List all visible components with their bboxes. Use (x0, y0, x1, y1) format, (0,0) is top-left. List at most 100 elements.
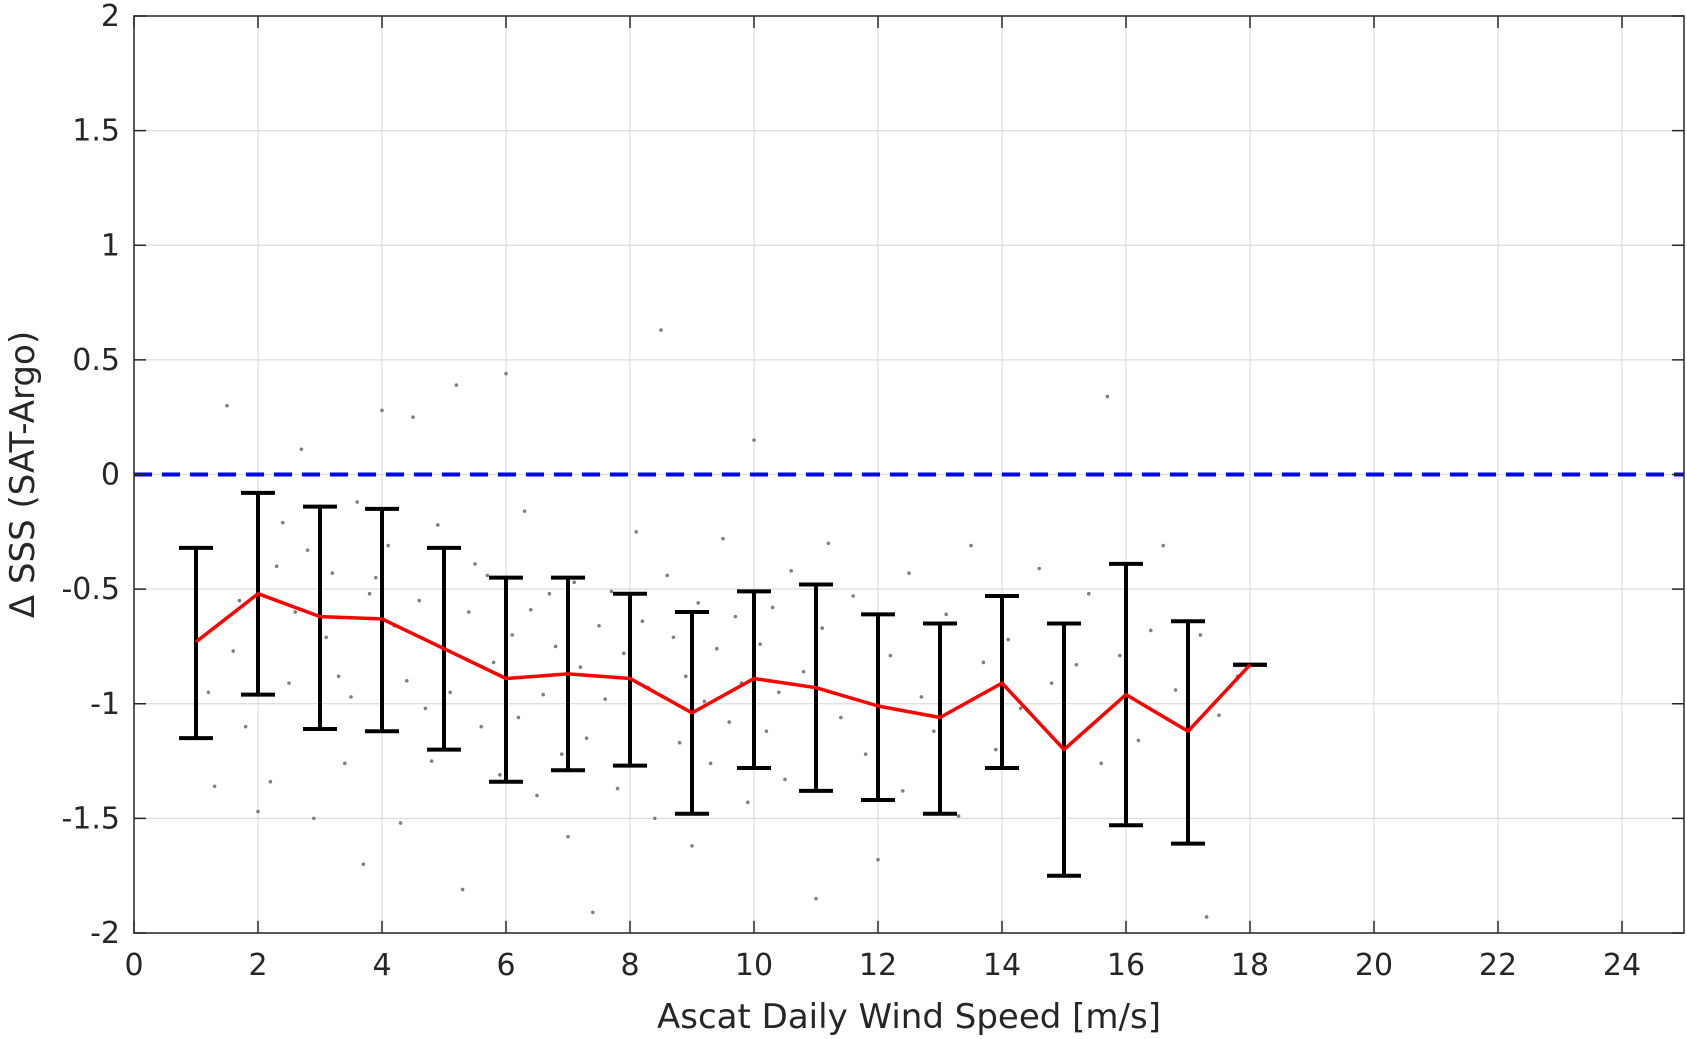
scatter-point (1198, 633, 1203, 637)
scatter-point (653, 816, 657, 821)
scatter-point (398, 821, 403, 825)
scatter-point (336, 674, 341, 679)
scatter-point (758, 642, 762, 646)
scatter-point (932, 729, 936, 734)
x-axis-label: Ascat Daily Wind Speed [m/s] (657, 997, 1161, 1037)
scatter-point (305, 548, 310, 552)
scatter-point (1149, 628, 1153, 633)
x-tick-label: 0 (124, 948, 143, 983)
scatter-point (1087, 591, 1091, 596)
scatter-point (746, 800, 750, 805)
scatter-point (287, 681, 291, 685)
scatter-point (386, 543, 391, 548)
scatter-point (1217, 713, 1221, 718)
scatter-point (752, 438, 756, 442)
scatter-point (708, 761, 713, 766)
scatter-point (603, 697, 607, 701)
scatter-point (1105, 394, 1110, 399)
scatter-point (553, 644, 558, 649)
scatter-point (721, 536, 725, 541)
scatter-point (411, 415, 415, 419)
scatter-point (1037, 566, 1041, 571)
scatter-point (863, 752, 868, 756)
scatter-point (702, 699, 707, 704)
y-axis-ticks: -2 -1.5 -1 -0.5 0 0.5 1 1.5 2 (61, 0, 1684, 951)
x-tick-label: 4 (372, 948, 391, 983)
x-tick-label: 24 (1603, 948, 1641, 983)
scatter-point (281, 520, 285, 525)
scatter-point (498, 773, 502, 777)
scatter-point (1049, 681, 1054, 685)
scatter-point (944, 612, 948, 617)
scatter-point (591, 910, 595, 915)
scatter-point (1161, 543, 1165, 548)
scatter-point (423, 706, 428, 711)
scatter-point (510, 633, 514, 637)
scatter-point (349, 695, 353, 699)
scatter-point (777, 690, 781, 695)
y-tick-label: 0.5 (72, 343, 120, 378)
scatter-point (615, 786, 620, 791)
scatter-point (956, 814, 961, 818)
scatter-point (361, 862, 366, 867)
x-tick-label: 6 (496, 948, 515, 983)
scatter-point (684, 674, 688, 679)
y-axis-label: Δ SSS (SAT-Argo) (3, 331, 43, 618)
scatter-point (826, 541, 831, 546)
scatter-point (243, 724, 248, 729)
scatter-point (671, 635, 676, 640)
scatter-point (981, 660, 986, 665)
x-tick-label: 8 (620, 948, 639, 983)
scatter-point (696, 601, 700, 605)
scatter-point (789, 568, 793, 573)
scatter-point (274, 564, 279, 568)
scatter-point (212, 784, 217, 789)
scatter-point (659, 328, 663, 332)
scatter-point (448, 690, 453, 695)
scatter-point (1074, 662, 1079, 667)
y-tick-label: -2 (90, 916, 120, 951)
scatter-point (622, 651, 626, 656)
scatter-point (355, 500, 360, 504)
y-tick-label: 1.5 (72, 114, 120, 149)
scatter-point (405, 679, 409, 683)
y-tick-label: 0 (101, 458, 120, 493)
mean-line-series (194, 591, 1252, 752)
scatter-point (1018, 706, 1023, 711)
scatter-point (572, 580, 576, 585)
scatter-point (851, 594, 855, 598)
scatter-point (634, 530, 638, 534)
scatter-point (330, 571, 335, 575)
scatter-point (491, 660, 496, 665)
scatter-point (1006, 637, 1010, 642)
scatter-point (665, 573, 669, 578)
scatter-point (460, 887, 465, 892)
scatter-point (225, 403, 229, 408)
scatter-point (343, 761, 347, 766)
scatter-point (566, 834, 570, 839)
scatter-point (299, 447, 304, 452)
x-tick-label: 18 (1231, 948, 1269, 983)
scatter-point (256, 809, 260, 814)
scatter-point (485, 573, 490, 578)
scatter-point (770, 605, 775, 610)
scatter-point (324, 635, 329, 640)
scatter-point (994, 747, 998, 752)
scatter-point (1118, 653, 1122, 658)
scatter-point (231, 649, 235, 653)
x-tick-label: 22 (1479, 948, 1517, 983)
scatter-point (436, 523, 440, 527)
y-tick-label: -0.5 (61, 572, 120, 607)
x-tick-label: 14 (983, 948, 1021, 983)
scatter-point (876, 857, 880, 862)
scatter-point (783, 777, 787, 782)
scatter-point (609, 589, 614, 594)
scatter-point (733, 614, 738, 619)
scatter-point (1173, 688, 1178, 692)
x-tick-label: 20 (1355, 948, 1393, 983)
scatter-point (801, 669, 806, 674)
scatter-point (535, 793, 539, 798)
x-tick-label: 2 (248, 948, 267, 983)
scatter-point (1099, 761, 1103, 766)
